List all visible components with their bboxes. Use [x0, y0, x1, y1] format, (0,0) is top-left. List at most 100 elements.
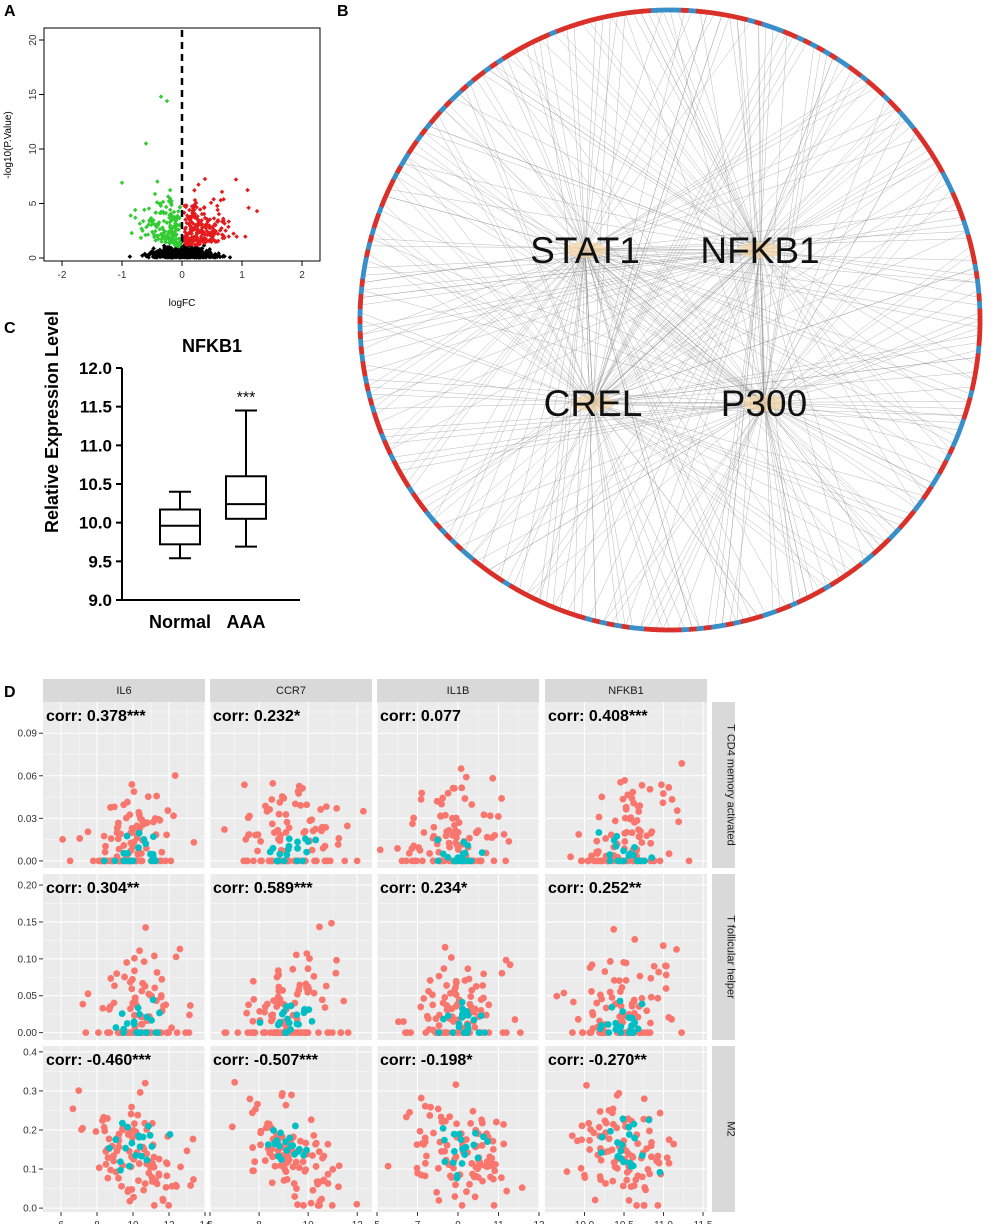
scatter-point-group-1	[297, 1137, 304, 1145]
scatter-point-group-1	[583, 1081, 590, 1089]
network-edge	[729, 15, 761, 251]
scatter-point-group-2	[118, 1010, 126, 1018]
network-edge	[428, 125, 761, 251]
scatter-point-group-2	[287, 1002, 295, 1010]
network-node	[454, 88, 464, 98]
scatter-point-group-1	[376, 846, 384, 854]
scatter-point-group-1	[598, 995, 606, 1003]
network-node	[958, 212, 967, 222]
scatter-point-group-1	[328, 1029, 336, 1037]
scatter-point-group-1	[569, 998, 577, 1006]
network-edge	[414, 143, 765, 404]
scatter-point-group-1	[472, 982, 480, 990]
network-edge	[763, 52, 828, 404]
scatter-point-group-1	[466, 834, 473, 842]
network-node	[650, 7, 660, 13]
scatter-point-group-1	[285, 857, 293, 865]
scatter-point-group-2	[606, 1127, 614, 1135]
scatter-point-group-1	[113, 1147, 121, 1155]
scatter-point-group-1	[283, 818, 291, 826]
volcano-point-down	[176, 209, 181, 214]
scatter-point-group-1	[479, 1177, 486, 1185]
scatter-point-group-1	[638, 1173, 646, 1181]
scatter-point-group-1	[305, 986, 313, 993]
scatter-point-group-1	[621, 776, 629, 784]
facet-correlation-label: corr: 0.234*	[380, 880, 468, 897]
volcano-point-up	[231, 231, 236, 236]
scatter-point-group-1	[130, 788, 138, 795]
network-edge	[532, 249, 761, 599]
network-node	[555, 26, 565, 34]
scatter-point-group-1	[171, 772, 179, 779]
scatter-point-group-1	[462, 1136, 470, 1143]
network-node	[620, 623, 630, 630]
network-edge	[423, 131, 761, 251]
network-edge	[370, 238, 765, 404]
scatter-point-group-1	[466, 1180, 473, 1188]
scatter-point-group-1	[329, 1165, 337, 1173]
scatter-point-group-1	[640, 1115, 648, 1123]
scatter-point-group-2	[135, 844, 142, 852]
scatter-point-group-2	[100, 857, 108, 865]
scatter-point-group-1	[615, 977, 623, 985]
scatter-point-group-1	[316, 923, 323, 931]
scatter-point-group-1	[429, 857, 437, 865]
network-node	[865, 78, 875, 88]
volcano-x-tick-label: -2	[58, 270, 67, 281]
network-hub-label: NFKB1	[700, 230, 819, 271]
network-node	[865, 552, 875, 562]
scatter-point-group-1	[635, 808, 643, 815]
network-edge	[763, 402, 934, 484]
network-nodes	[357, 7, 983, 633]
network-edge	[584, 249, 975, 380]
scatter-point-group-2	[295, 1020, 302, 1028]
network-edge	[763, 252, 973, 404]
scatter-point-group-1	[89, 857, 97, 865]
scatter-point-group-1	[138, 987, 146, 995]
network-node	[907, 509, 917, 519]
network-edge	[481, 249, 586, 567]
network-edge	[592, 64, 847, 404]
scatter-point-group-1	[278, 793, 286, 800]
scatter-point-group-1	[569, 1029, 576, 1037]
network-node	[369, 404, 377, 414]
scatter-point-group-1	[307, 1199, 315, 1207]
network-node	[754, 19, 764, 27]
network-node	[357, 330, 363, 340]
volcano-point-highlight	[233, 177, 239, 182]
network-node	[732, 14, 742, 21]
volcano-point-down	[129, 230, 135, 236]
scatter-point-group-1	[250, 995, 258, 1003]
scatter-point-group-1	[587, 1126, 595, 1133]
volcano-y-tick-label: 15	[28, 89, 39, 101]
network-node	[828, 52, 839, 61]
network-node	[373, 212, 382, 222]
scatter-point-group-1	[417, 795, 425, 803]
network-node	[916, 133, 926, 143]
network-hub-label: STAT1	[530, 230, 640, 271]
scatter-point-group-1	[435, 1196, 443, 1204]
scatter-point-group-1	[635, 826, 642, 834]
network-edge	[763, 245, 972, 404]
network-node	[789, 31, 799, 40]
network-edge	[487, 69, 761, 251]
network-edge	[763, 312, 980, 404]
scatter-point-group-2	[149, 833, 157, 840]
network-node	[789, 600, 799, 609]
network-edge	[458, 92, 765, 404]
network-node	[371, 219, 379, 229]
scatter-point-group-1	[271, 1162, 279, 1170]
network-node	[357, 308, 363, 317]
scatter-point-group-1	[588, 852, 595, 860]
scatter-point-group-2	[614, 1139, 621, 1146]
scatter-point-group-1	[433, 1188, 441, 1196]
scatter-point-group-2	[478, 849, 486, 857]
network-edge	[763, 402, 965, 416]
scatter-point-group-1	[333, 804, 341, 812]
network-edge	[566, 27, 586, 251]
network-node	[428, 115, 438, 125]
scatter-point-group-1	[659, 790, 667, 797]
network-hub-label: CREL	[544, 383, 643, 424]
network-edge	[592, 42, 808, 404]
box-plot: NFKB1 Relative Expression Level 9.0 9.5 10…	[42, 311, 300, 632]
